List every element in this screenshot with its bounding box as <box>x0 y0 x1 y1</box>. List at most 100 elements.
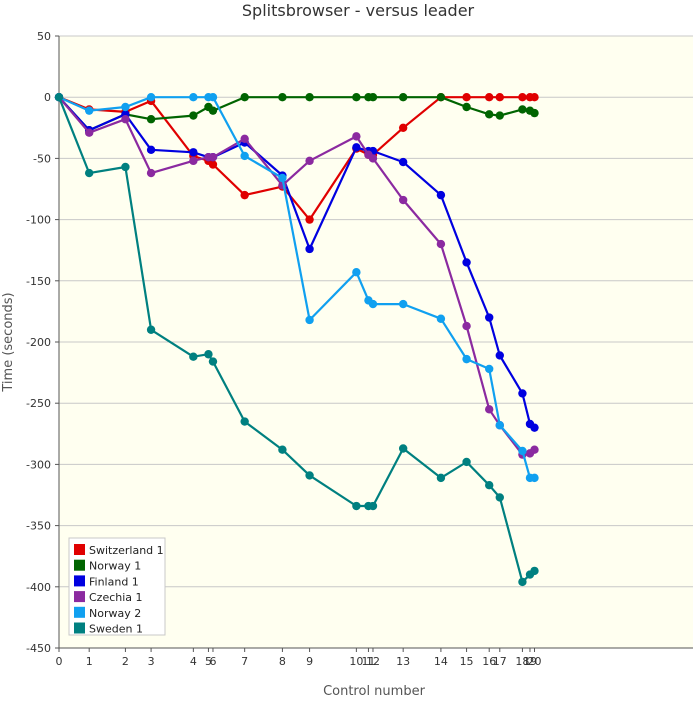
data-point-sweden-1[interactable] <box>530 566 539 576</box>
data-point-norway-1[interactable] <box>352 93 361 102</box>
x-tick-label: 5 <box>205 655 212 668</box>
data-point-norway-2[interactable] <box>495 421 504 430</box>
data-point-norway-2[interactable] <box>240 151 249 161</box>
data-point-czechia-1[interactable] <box>146 168 156 178</box>
data-point-sweden-1[interactable] <box>189 352 198 361</box>
data-point-norway-2[interactable] <box>436 314 446 323</box>
data-point-norway-1[interactable] <box>530 108 539 118</box>
data-point-norway-2[interactable] <box>352 268 361 277</box>
chart-title: Splitsbrowser - versus leader <box>242 1 475 20</box>
data-point-finland-1[interactable] <box>518 389 527 398</box>
data-point-switzerland-1[interactable] <box>495 93 504 102</box>
data-point-sweden-1[interactable] <box>495 493 504 502</box>
data-point-switzerland-1[interactable] <box>398 123 408 132</box>
data-point-norway-1[interactable] <box>518 105 527 114</box>
data-point-czechia-1[interactable] <box>398 195 408 205</box>
data-point-sweden-1[interactable] <box>436 473 446 483</box>
data-point-sweden-1[interactable] <box>305 471 314 480</box>
data-point-norway-1[interactable] <box>398 93 408 102</box>
data-point-norway-2[interactable] <box>518 446 527 456</box>
data-point-norway-1[interactable] <box>278 93 287 102</box>
data-point-czechia-1[interactable] <box>352 132 361 141</box>
legend-swatch-norway-1 <box>74 559 85 571</box>
data-point-switzerland-1[interactable] <box>530 93 539 102</box>
data-point-norway-2[interactable] <box>146 93 156 102</box>
data-point-norway-2[interactable] <box>208 93 218 102</box>
data-point-norway-2[interactable] <box>278 173 287 183</box>
data-point-norway-1[interactable] <box>146 115 156 124</box>
data-point-czechia-1[interactable] <box>368 154 378 163</box>
x-tick-label: 8 <box>279 655 286 668</box>
data-point-sweden-1[interactable] <box>146 325 156 334</box>
data-point-norway-2[interactable] <box>398 299 408 309</box>
data-point-finland-1[interactable] <box>146 145 156 155</box>
data-point-finland-1[interactable] <box>436 190 446 200</box>
y-tick-label: -200 <box>26 336 51 349</box>
data-point-czechia-1[interactable] <box>436 239 446 249</box>
data-point-norway-2[interactable] <box>121 102 130 112</box>
data-point-sweden-1[interactable] <box>485 481 494 490</box>
data-point-norway-1[interactable] <box>436 93 446 102</box>
data-point-czechia-1[interactable] <box>84 128 94 137</box>
data-point-czechia-1[interactable] <box>485 405 494 414</box>
data-point-switzerland-1[interactable] <box>305 215 314 224</box>
data-point-finland-1[interactable] <box>398 157 408 167</box>
data-point-norway-1[interactable] <box>208 106 218 115</box>
data-point-norway-2[interactable] <box>485 364 494 374</box>
data-point-norway-1[interactable] <box>368 93 378 102</box>
data-point-czechia-1[interactable] <box>189 156 198 166</box>
data-point-sweden-1[interactable] <box>518 577 527 587</box>
data-point-czechia-1[interactable] <box>208 152 218 162</box>
data-point-czechia-1[interactable] <box>121 115 130 124</box>
data-point-sweden-1[interactable] <box>398 444 408 453</box>
data-point-czechia-1[interactable] <box>305 156 314 166</box>
x-tick-label: 16 <box>482 655 496 668</box>
x-tick-label: 10 <box>349 655 363 668</box>
data-point-finland-1[interactable] <box>485 313 494 322</box>
data-point-czechia-1[interactable] <box>462 321 471 331</box>
data-point-norway-2[interactable] <box>189 93 198 102</box>
data-point-norway-2[interactable] <box>305 315 314 325</box>
data-point-norway-2[interactable] <box>530 473 539 483</box>
data-point-finland-1[interactable] <box>530 423 539 432</box>
data-point-sweden-1[interactable] <box>278 445 287 454</box>
legend-label-norway-1: Norway 1 <box>89 560 141 573</box>
y-tick-label: -450 <box>26 642 51 655</box>
data-point-sweden-1[interactable] <box>240 417 249 426</box>
data-point-switzerland-1[interactable] <box>208 160 218 169</box>
data-point-finland-1[interactable] <box>352 143 361 152</box>
data-point-sweden-1[interactable] <box>54 93 64 102</box>
data-point-sweden-1[interactable] <box>84 168 94 178</box>
data-point-norway-1[interactable] <box>240 93 249 102</box>
legend-swatch-norway-2 <box>74 606 85 618</box>
data-point-sweden-1[interactable] <box>208 357 218 366</box>
data-point-sweden-1[interactable] <box>368 501 378 511</box>
data-point-switzerland-1[interactable] <box>518 93 527 102</box>
x-tick-label: 12 <box>366 655 380 668</box>
data-point-norway-2[interactable] <box>84 106 94 115</box>
data-point-finland-1[interactable] <box>495 351 504 360</box>
data-point-sweden-1[interactable] <box>462 457 471 467</box>
data-point-norway-2[interactable] <box>462 354 471 364</box>
data-point-norway-1[interactable] <box>189 111 198 120</box>
data-point-switzerland-1[interactable] <box>240 190 249 200</box>
data-point-sweden-1[interactable] <box>121 162 130 172</box>
data-point-norway-1[interactable] <box>462 102 471 112</box>
data-point-czechia-1[interactable] <box>530 445 539 454</box>
data-point-switzerland-1[interactable] <box>462 93 471 102</box>
x-tick-label: 0 <box>56 655 63 668</box>
data-point-norway-1[interactable] <box>305 93 314 102</box>
data-point-norway-1[interactable] <box>495 111 504 120</box>
data-point-norway-1[interactable] <box>485 110 494 119</box>
data-point-finland-1[interactable] <box>189 148 198 157</box>
axes: 50 0 -50 -100 -150 -200 -250 -300 -350 -400 -450 0 1… <box>26 30 693 668</box>
data-point-sweden-1[interactable] <box>352 501 361 511</box>
data-point-czechia-1[interactable] <box>240 134 249 144</box>
data-point-switzerland-1[interactable] <box>485 93 494 102</box>
data-point-finland-1[interactable] <box>305 244 314 254</box>
data-point-finland-1[interactable] <box>462 258 471 267</box>
x-tick-label: 11 <box>361 655 375 668</box>
data-point-norway-2[interactable] <box>368 299 378 309</box>
data-point-sweden-1[interactable] <box>204 350 213 359</box>
